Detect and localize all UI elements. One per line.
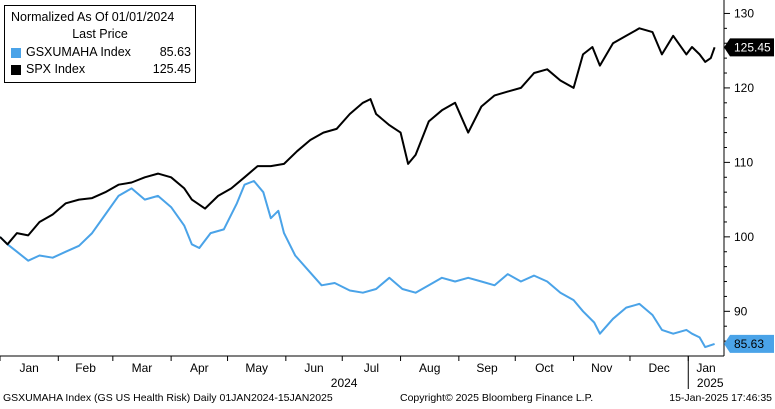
x-tick-label: Jan (696, 361, 715, 375)
y-tick-label: 120 (734, 81, 754, 95)
y-tick-label: 110 (734, 155, 753, 169)
x-tick-label: Jan (19, 361, 38, 375)
x-tick-label: Mar (132, 361, 153, 375)
x-tick-label: Dec (648, 361, 669, 375)
plot-lines (0, 27, 716, 349)
x-axis: Jan Feb Mar Apr May Jun Jul Aug Sep Oct Nov Dec Jan2… (0, 355, 724, 390)
y-axis: 90 100 110 120 130 (723, 0, 754, 356)
x-tick-label: Aug (419, 361, 440, 375)
x-tick-label: Feb (75, 361, 96, 375)
last-value-tag-label: 85.63 (734, 337, 764, 351)
series-line-gsxumaha (0, 180, 715, 349)
legend-swatch-gsxumaha (11, 48, 21, 58)
legend-entry-spx: SPX Index 125.45 (11, 62, 191, 78)
legend-subtitle: Last Price (72, 27, 128, 41)
y-tick-label: 100 (734, 230, 754, 244)
year-label: 2025 (697, 376, 724, 390)
last-value-tag-bg (724, 38, 774, 57)
legend-title: Normalized As Of 01/01/2024 (11, 10, 175, 24)
last-value-tag-bg (724, 334, 774, 353)
year-label: 2024 (331, 376, 358, 390)
x-tick-label: Jul (364, 361, 379, 375)
y-tick-label: 90 (734, 304, 748, 318)
x-tick-label: Apr (190, 361, 209, 375)
x-tick-label: Oct (535, 361, 554, 375)
legend-series-last: 125.45 (152, 62, 191, 76)
footer-timestamp: 15-Jan-2025 17:46:35 (669, 392, 772, 404)
x-tick-label: Jun (304, 361, 323, 375)
x-tick-label: May (245, 361, 268, 375)
x-tick-label: Sep (476, 361, 498, 375)
footer-series-info: GSXUMAHA Index (GS US Health Risk) Daily… (3, 392, 333, 404)
last-value-tag-gsxumaha: 85.63 (724, 334, 774, 353)
x-tick-label: Nov (591, 361, 612, 375)
series-line-spx (0, 27, 716, 246)
footer-copyright: Copyright© 2025 Bloomberg Finance L.P. (400, 392, 594, 404)
y-tick-label: 130 (734, 6, 754, 20)
last-value-tags: 85.63 125.45 (724, 38, 774, 353)
legend-swatch-spx (11, 65, 21, 75)
legend-entry-gsxumaha: GSXUMAHA Index 85.63 (11, 45, 191, 61)
last-value-tag-label: 125.45 (734, 40, 771, 54)
legend-series-name: SPX Index (26, 62, 86, 76)
legend-series-last: 85.63 (159, 45, 191, 59)
legend: Normalized As Of 01/01/2024 Last Price G… (4, 5, 196, 83)
legend-series-name: GSXUMAHA Index (26, 45, 131, 59)
last-value-tag-spx: 125.45 (724, 38, 774, 57)
